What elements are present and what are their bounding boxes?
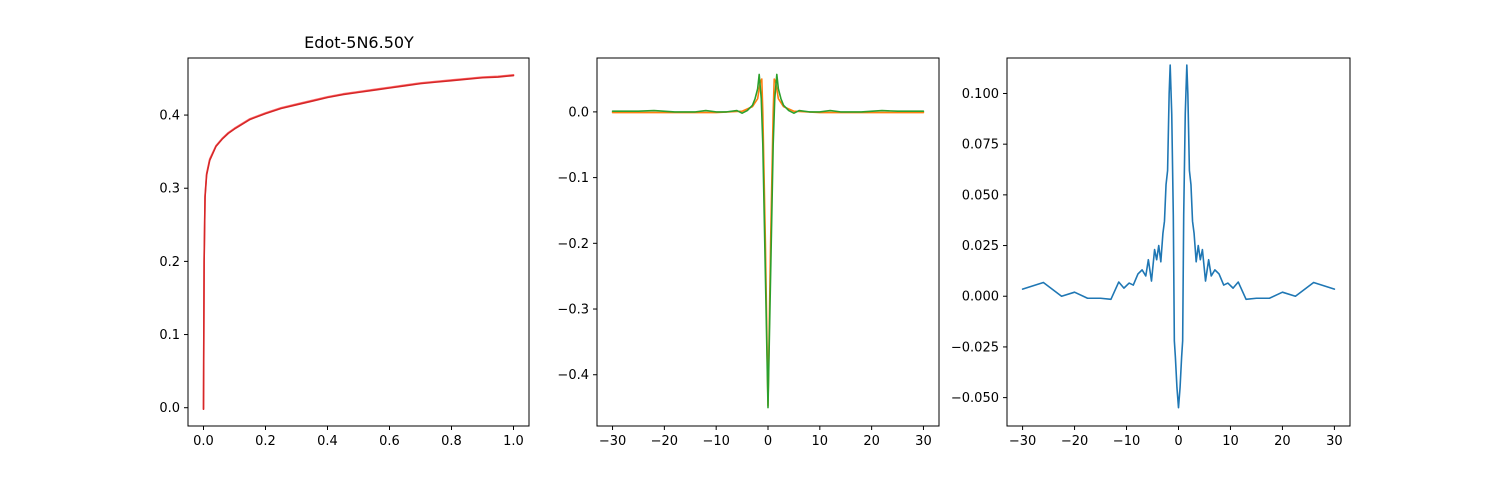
chart-1-x-tick-label: 0.8 [441,434,462,449]
chart-3-axes-frame [1006,57,1351,427]
chart-3-y-tick-label: 0.000 [962,290,999,305]
chart-3-y-tick-label: 0.050 [962,188,999,203]
chart-3-y-tick-label: −0.025 [951,340,999,355]
chart-1-x-tick-label: 0.4 [317,434,338,449]
chart-3-x-tick-label: 10 [1222,434,1239,449]
chart-2-x-tick-label: 10 [812,434,829,449]
chart-3-y-tick-label: −0.050 [951,391,999,406]
chart-1-x-tick-label: 0.0 [193,434,214,449]
chart-2-x-tick-label: 30 [915,434,932,449]
chart-2-x-tick-label: 0 [764,434,772,449]
chart-2-x-tick-label: −10 [702,434,729,449]
chart-2-x-tick-label: −30 [599,434,626,449]
chart-2-y-tick-label: −0.4 [557,368,589,383]
chart-3-y-tick-label: 0.100 [962,87,999,102]
chart-1-panel: 0.0 0.2 0.4 0.6 0.8 1.0 0.0 0.1 0.2 0.3 0.4 [159,57,530,449]
chart-3-y-tick-label: 0.025 [962,239,999,254]
chart-3-y-tick-label: 0.075 [962,138,999,153]
chart-2-x-tick-label: −20 [651,434,678,449]
chart-1-y-tick-label: 0.2 [159,255,180,270]
chart-2-series-line-1 [611,78,925,407]
chart-1-y-tick-label: 0.0 [159,401,180,416]
chart-1-title: Edot-5N6.50Y [304,33,414,52]
chart-2-y-tick-label: −0.3 [557,303,589,318]
chart-1-x-tick-label: 1.0 [503,434,524,449]
chart-2-panel: −30 −20 −10 0 10 20 30 0.0 −0.1 −0.2 −0.3 −0.4 [557,57,940,449]
chart-3-series-line-1 [1021,64,1336,409]
chart-1-y-tick-label: 0.1 [159,328,180,343]
chart-3-x-tick-label: −30 [1009,434,1036,449]
chart-2-y-tick-label: −0.1 [557,171,589,186]
chart-1-axes-frame [187,57,530,427]
chart-2-series-line-2 [611,73,925,409]
chart-3-x-tick-label: −20 [1061,434,1088,449]
chart-2-x-tick-label: 20 [863,434,880,449]
chart-1-x-tick-label: 0.2 [255,434,276,449]
chart-1-y-tick-label: 0.4 [159,109,180,124]
chart-3-x-tick-label: 20 [1274,434,1291,449]
chart-3-panel: −30 −20 −10 0 10 20 30 0.100 0.075 0.050 0.025 0.00… [951,57,1351,449]
chart-3-x-tick-label: 30 [1326,434,1343,449]
chart-3-x-tick-label: 0 [1174,434,1182,449]
chart-2-y-tick-label: 0.0 [568,105,589,120]
chart-2-y-tick-label: −0.2 [557,237,589,252]
chart-3-x-tick-label: −10 [1113,434,1140,449]
chart-1-y-tick-label: 0.3 [159,182,180,197]
chart-1-x-tick-label: 0.6 [379,434,400,449]
chart-1-series-line-2 [202,74,515,410]
chart-1-series-line-1 [202,74,515,410]
